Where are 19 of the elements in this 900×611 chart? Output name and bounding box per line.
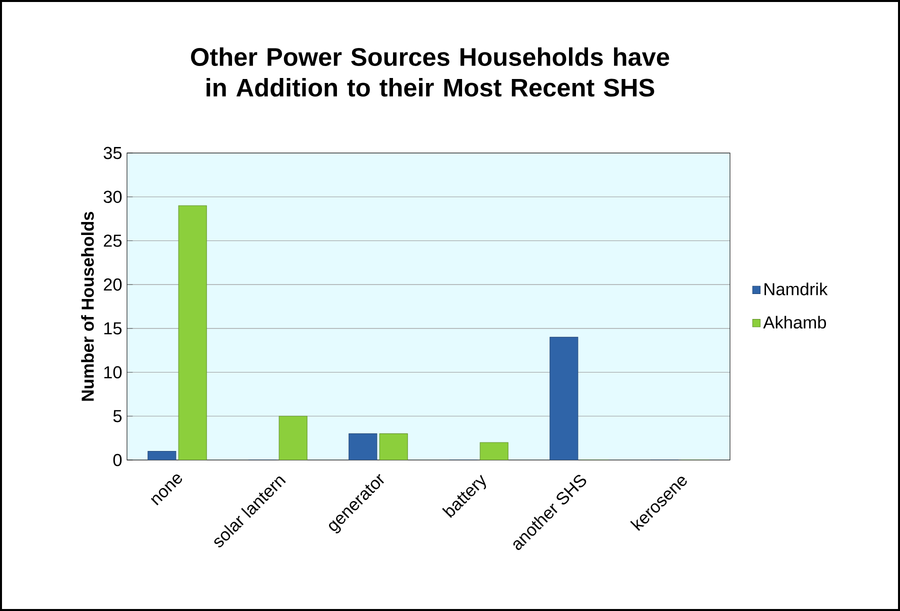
legend-label: Akhamb xyxy=(763,316,826,329)
chart-title: Other Power Sources Households have in Addition to their Most Recent SHS xyxy=(191,47,670,97)
y-tick-label: 5 xyxy=(113,410,122,422)
bar xyxy=(278,416,308,460)
bar xyxy=(379,433,408,460)
y-axis-title: Number of Households xyxy=(81,212,94,401)
y-tick-label: 15 xyxy=(104,322,122,334)
bar xyxy=(550,336,578,460)
bar xyxy=(480,442,508,460)
bar xyxy=(348,433,378,460)
y-tick-label: 0 xyxy=(113,454,122,466)
y-tick-label: 35 xyxy=(104,146,122,160)
y-tick-label: 10 xyxy=(104,366,122,378)
bar xyxy=(178,205,207,460)
bar xyxy=(148,451,176,460)
legend-label: Namdrik xyxy=(764,282,828,296)
y-tick-label: 25 xyxy=(104,234,122,247)
y-tick-label: 30 xyxy=(104,190,122,203)
y-tick-label: 20 xyxy=(104,278,122,291)
